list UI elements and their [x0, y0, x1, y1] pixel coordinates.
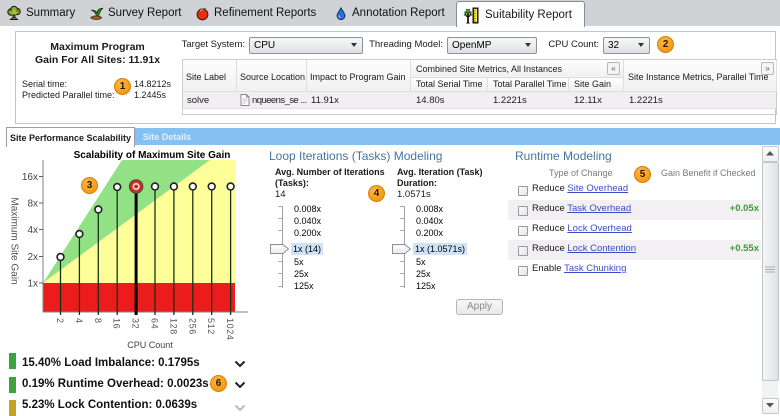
svg-text:1024: 1024 [225, 318, 235, 340]
svg-text:16: 16 [112, 318, 122, 329]
svg-text:1x: 1x [27, 279, 38, 290]
svg-text:256: 256 [187, 318, 197, 335]
svg-text:2x: 2x [27, 252, 38, 263]
svg-text:4x: 4x [27, 225, 38, 236]
svg-text:8x: 8x [27, 199, 38, 210]
svg-text:32: 32 [131, 318, 141, 329]
svg-text:128: 128 [168, 318, 178, 335]
svg-text:Maximum Site Gain: Maximum Site Gain [9, 197, 20, 284]
svg-text:8: 8 [93, 318, 103, 324]
svg-text:64: 64 [150, 318, 160, 329]
svg-text:Scalability of Maximum Site Ga: Scalability of Maximum Site Gain [74, 150, 231, 161]
svg-text:16x: 16x [22, 172, 38, 183]
svg-text:2: 2 [55, 318, 65, 324]
svg-text:512: 512 [206, 318, 216, 335]
svg-text:CPU Count: CPU Count [127, 340, 173, 350]
svg-text:4: 4 [74, 318, 84, 324]
